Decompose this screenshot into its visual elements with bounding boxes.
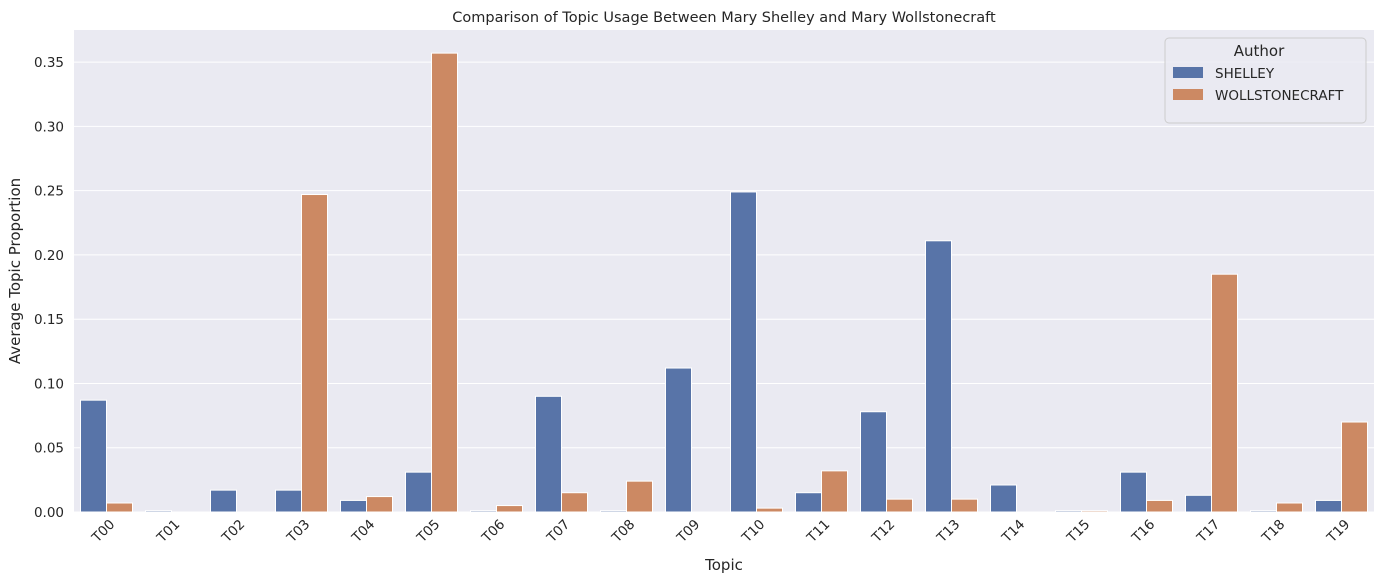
x-tick-label: T05	[413, 517, 443, 547]
x-tick-label: T01	[153, 517, 183, 547]
x-tick-label: T12	[868, 517, 898, 547]
bar-shelley-t19	[1315, 499, 1342, 513]
x-tick-label: T15	[1063, 517, 1093, 547]
y-tick-label: 0.30	[34, 119, 64, 135]
bar-wollstonecraft-t16	[1146, 499, 1173, 513]
bar-wollstonecraft-t13	[951, 498, 978, 513]
bar-wollstonecraft-t19	[1341, 421, 1368, 513]
bar-shelley-t12	[860, 411, 887, 513]
x-tick-label: T02	[218, 517, 248, 547]
bar-shelley-t11	[795, 492, 822, 513]
bar-wollstonecraft-t10	[756, 507, 783, 513]
x-tick-label: T11	[803, 517, 833, 547]
y-tick-label: 0.20	[34, 248, 64, 264]
bar-shelley-t03	[275, 489, 302, 513]
y-axis-label: Average Topic Proportion	[6, 178, 24, 364]
y-tick-label: 0.35	[34, 55, 64, 71]
bar-shelley-t09	[665, 367, 692, 513]
bar-wollstonecraft-t08	[626, 480, 653, 513]
bar-shelley-t16	[1120, 471, 1147, 513]
bar-wollstonecraft-t04	[366, 496, 393, 513]
x-tick-label: T08	[608, 517, 638, 547]
bar-wollstonecraft-t03	[301, 194, 328, 513]
y-axis: 0.00 0.05 0.10 0.15 0.20 0.25 0.30 0.35	[34, 55, 64, 521]
y-tick-label: 0.00	[34, 505, 64, 521]
x-axis-label: Topic	[704, 556, 743, 574]
bar-shelley-t02	[210, 489, 237, 513]
chart-title: Comparison of Topic Usage Between Mary S…	[452, 10, 996, 26]
x-axis: T00 T01 T02 T03 T04 T05 T06 T07 T08 T09 T10 T11 T12 T…	[88, 517, 1353, 547]
x-tick-label: T17	[1193, 517, 1223, 547]
bar-wollstonecraft-t11	[821, 470, 848, 513]
x-tick-label: T14	[998, 517, 1028, 547]
bar-shelley-t18	[1250, 510, 1277, 513]
x-tick-label: T09	[673, 517, 703, 547]
bar-shelley-t01	[145, 510, 172, 513]
y-tick-label: 0.10	[34, 376, 64, 392]
plot-background	[74, 30, 1374, 512]
bar-shelley-t17	[1185, 494, 1212, 513]
y-tick-label: 0.15	[34, 312, 64, 328]
bar-wollstonecraft-t12	[886, 498, 913, 513]
bar-wollstonecraft-t15	[1081, 510, 1108, 513]
bar-shelley-t08	[600, 510, 627, 513]
x-tick-label: T13	[933, 517, 963, 547]
bars	[80, 52, 1368, 513]
x-tick-label: T10	[738, 517, 768, 547]
bar-wollstonecraft-t06	[496, 505, 523, 513]
y-tick-label: 0.25	[34, 184, 64, 200]
bar-wollstonecraft-t05	[431, 52, 458, 513]
bar-shelley-t07	[535, 395, 562, 513]
bar-shelley-t04	[340, 499, 367, 513]
bar-shelley-t14	[990, 484, 1017, 513]
x-tick-label: T00	[88, 517, 118, 547]
bar-wollstonecraft-t18	[1276, 502, 1303, 513]
x-tick-label: T16	[1128, 517, 1158, 547]
bar-wollstonecraft-t00	[106, 502, 133, 513]
legend-box	[1164, 37, 1367, 124]
x-tick-label: T03	[283, 517, 313, 547]
y-tick-label: 0.05	[34, 441, 64, 457]
legend: Author SHELLEY WOLLSTONECRAFT	[1164, 37, 1367, 124]
bar-wollstonecraft-t17	[1211, 273, 1238, 513]
bar-wollstonecraft-t07	[561, 492, 588, 513]
bar-shelley-t00	[80, 399, 107, 513]
bar-shelley-t13	[925, 240, 952, 513]
legend-label-shelley: SHELLEY	[1215, 66, 1275, 82]
x-tick-label: T07	[543, 517, 573, 547]
bar-shelley-t10	[730, 191, 757, 513]
bar-shelley-t05	[405, 471, 432, 513]
bar-shelley-t15	[1055, 510, 1082, 513]
bar-shelley-t06	[470, 510, 497, 513]
legend-swatch-shelley	[1173, 67, 1203, 78]
x-tick-label: T18	[1258, 517, 1288, 547]
x-tick-label: T06	[478, 517, 508, 547]
legend-label-wollstonecraft: WOLLSTONECRAFT	[1215, 88, 1344, 104]
legend-title: Author	[1234, 42, 1285, 60]
x-tick-label: T19	[1323, 517, 1353, 547]
x-tick-label: T04	[348, 517, 378, 547]
legend-swatch-wollstonecraft	[1173, 89, 1203, 100]
